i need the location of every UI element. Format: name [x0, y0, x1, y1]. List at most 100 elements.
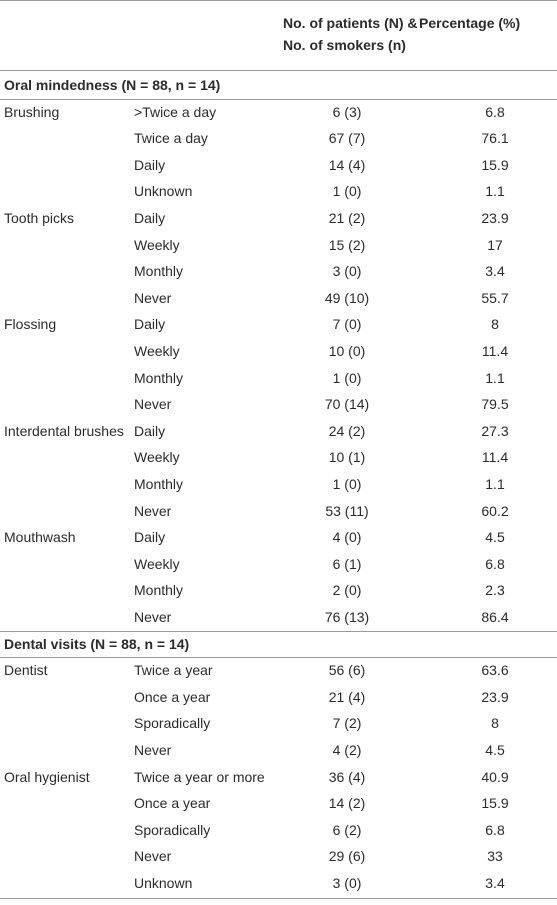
count: 10 (1) [328, 449, 366, 466]
percentage: 33 [487, 848, 503, 865]
rule [0, 70, 557, 71]
percentage: 6.8 [485, 103, 505, 120]
rule [0, 98, 557, 100]
frequency: Never [134, 396, 172, 413]
frequency: Twice a year or more [134, 768, 265, 785]
percentage: 4.5 [485, 742, 505, 758]
count: 1 (0) [332, 476, 362, 492]
frequency: Weekly [134, 555, 180, 572]
group-label: Tooth picks [4, 210, 75, 226]
count: 3 (0) [332, 875, 362, 891]
percentage: 1.1 [485, 183, 505, 200]
frequency: Monthly [134, 582, 184, 599]
percentage: 2.3 [485, 582, 505, 599]
percentage: 3.4 [485, 263, 505, 280]
header-cell: Percentage (%) [419, 15, 521, 31]
frequency: Never [134, 289, 172, 306]
frequency: Twice a year [134, 662, 213, 679]
section-title: Oral mindedness (N = 88, n = 14) [4, 77, 221, 93]
count: 21 (4) [328, 688, 366, 705]
percentage: 17 [487, 236, 503, 253]
rule [0, 0, 557, 1]
frequency: Never [134, 742, 172, 758]
frequency: Monthly [134, 476, 184, 492]
percentage: 63.6 [481, 662, 509, 679]
rule [0, 657, 557, 659]
header-cell: No. of smokers (n) [283, 37, 406, 53]
percentage: 4.5 [485, 529, 505, 546]
percentage: 8 [491, 715, 499, 732]
count: 70 (14) [324, 396, 370, 413]
section-title: Dental visits (N = 88, n = 14) [4, 635, 190, 652]
percentage: 23.9 [481, 688, 509, 705]
percentage: 15.9 [481, 795, 509, 812]
group-label: Dentist [4, 662, 48, 679]
group-label: Brushing [4, 103, 60, 120]
percentage: 23.9 [481, 210, 509, 226]
count: 29 (6) [328, 848, 366, 865]
frequency: Never [134, 609, 172, 625]
count: 15 (2) [328, 236, 366, 253]
frequency: Weekly [134, 236, 180, 253]
group-label: Interdental brushes [4, 422, 124, 439]
count: 4 (0) [332, 529, 362, 546]
percentage: 8 [491, 316, 499, 333]
frequency: Once a year [134, 688, 211, 705]
group-label: Oral hygienist [4, 768, 90, 785]
count: 7 (2) [332, 715, 362, 732]
frequency: Daily [134, 422, 166, 439]
frequency: Daily [134, 529, 166, 546]
count: 36 (4) [328, 768, 366, 785]
rule [0, 897, 557, 899]
count: 56 (6) [328, 662, 366, 679]
percentage: 60.2 [481, 502, 509, 519]
percentage: 11.4 [481, 343, 509, 359]
frequency: Unknown [134, 875, 193, 891]
count: 1 (0) [332, 369, 362, 386]
percentage: 15.9 [481, 156, 509, 173]
count: 1 (0) [332, 183, 362, 200]
count: 14 (4) [328, 156, 366, 173]
percentage: 1.1 [485, 369, 505, 386]
percentage: 40.9 [481, 768, 509, 785]
frequency: Twice a day [134, 130, 208, 147]
group-label: Flossing [4, 316, 57, 333]
percentage: 3.4 [485, 875, 505, 891]
frequency: Monthly [134, 369, 184, 386]
count: 6 (3) [332, 103, 362, 120]
percentage: 27.3 [481, 422, 509, 439]
frequency: Never [134, 848, 172, 865]
frequency: Daily [134, 316, 166, 333]
frequency: Weekly [134, 343, 180, 359]
count: 49 (10) [324, 289, 370, 306]
count: 24 (2) [328, 422, 366, 439]
percentage: 6.8 [485, 555, 505, 572]
count: 14 (2) [328, 795, 366, 812]
count: 7 (0) [332, 316, 362, 333]
count: 6 (1) [332, 555, 362, 572]
frequency: Daily [134, 210, 166, 226]
frequency: Once a year [134, 795, 211, 812]
count: 53 (11) [325, 502, 369, 519]
frequency: Unknown [134, 183, 193, 200]
percentage: 1.1 [485, 476, 505, 492]
percentage: 11.4 [481, 449, 509, 466]
percentage: 6.8 [485, 821, 505, 838]
frequency: Daily [134, 156, 166, 173]
count: 21 (2) [328, 210, 366, 226]
percentage: 55.7 [481, 289, 509, 306]
count: 4 (2) [332, 742, 362, 758]
count: 2 (0) [332, 582, 362, 599]
frequency: Weekly [134, 449, 180, 466]
count: 76 (13) [324, 609, 370, 625]
frequency: >Twice a day [134, 103, 217, 120]
count: 6 (2) [332, 821, 362, 838]
count: 67 (7) [328, 130, 366, 147]
header-cell: No. of patients (N) & [283, 15, 418, 31]
count: 10 (0) [328, 343, 366, 359]
percentage: 76.1 [481, 130, 509, 147]
group-label: Mouthwash [4, 529, 76, 546]
frequency: Never [134, 502, 172, 519]
frequency: Sporadically [134, 715, 211, 732]
